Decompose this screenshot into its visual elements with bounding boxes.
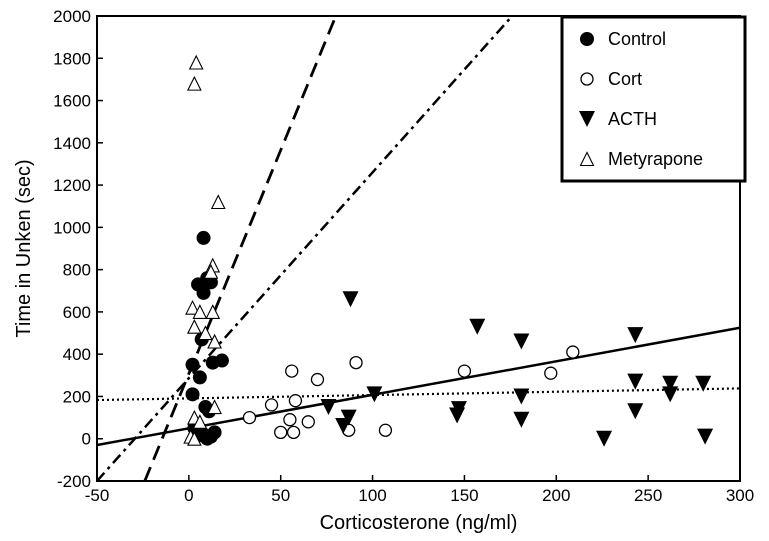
- point-acth: [513, 411, 530, 428]
- point-acth: [627, 403, 644, 420]
- y-tick-label: 1000: [53, 218, 91, 237]
- plot-frame: [96, 15, 741, 482]
- y-tick-label: 400: [63, 345, 91, 364]
- point-acth: [366, 386, 383, 403]
- point-acth: [627, 373, 644, 390]
- point-metyrapone: [203, 264, 219, 279]
- point-acth: [340, 409, 357, 426]
- legend-label-control: Control: [608, 29, 666, 49]
- y-tick-label: -200: [57, 472, 91, 491]
- point-cort: [349, 355, 363, 370]
- point-control: [203, 275, 218, 290]
- y-tick-label: 1600: [53, 92, 91, 111]
- x-tick-label: 300: [726, 486, 754, 505]
- fit-line-dotted: [97, 387, 740, 402]
- point-acth: [662, 375, 679, 392]
- point-acth: [469, 318, 486, 335]
- point-cort: [274, 425, 288, 440]
- point-cort: [301, 415, 315, 429]
- point-acth: [697, 428, 714, 445]
- y-tick-label: 600: [63, 303, 91, 322]
- point-cort: [544, 366, 558, 380]
- y-tick-label: 1800: [53, 49, 91, 68]
- legend-label-metyrapone: Metyrapone: [608, 149, 703, 169]
- legend-marker-metyrapone: [579, 151, 595, 167]
- y-tick-label: 800: [63, 261, 91, 280]
- fit-line-dash-dot: [97, 16, 514, 481]
- point-cort: [566, 345, 580, 359]
- legend-box: [560, 15, 747, 183]
- fit-line-dashed: [143, 16, 338, 481]
- legend-label-cort: Cort: [608, 69, 642, 89]
- x-axis-title: Corticosterone (ng/ml): [320, 512, 518, 534]
- point-metyrapone: [185, 299, 200, 315]
- point-metyrapone: [188, 54, 204, 70]
- y-tick-label: 0: [82, 430, 91, 449]
- legend-marker-control: [580, 32, 594, 46]
- y-tick-label: 1200: [53, 176, 91, 195]
- x-tick-label: 50: [271, 486, 290, 505]
- point-acth: [627, 327, 644, 344]
- x-tick-label: 250: [634, 486, 662, 505]
- legend: Control Cort ACTH Metyrapone: [560, 15, 747, 183]
- point-acth: [450, 401, 467, 418]
- point-control: [214, 353, 229, 368]
- point-metyrapone: [186, 75, 202, 91]
- x-tick-label: -50: [85, 486, 110, 505]
- point-cort: [288, 394, 303, 408]
- point-metyrapone: [192, 304, 208, 319]
- point-acth: [513, 388, 530, 405]
- point-metyrapone: [186, 430, 202, 446]
- point-cort: [242, 410, 257, 425]
- point-acth: [662, 386, 679, 403]
- x-tick-label: 100: [358, 486, 386, 505]
- point-metyrapone: [210, 194, 226, 210]
- data-points: [183, 54, 714, 447]
- y-tick-label: 1400: [53, 134, 91, 153]
- y-tick-label: 200: [63, 387, 91, 406]
- y-axis-title: Time in Unken (sec): [13, 159, 35, 337]
- legend-marker-cort: [580, 72, 594, 86]
- point-acth: [342, 291, 359, 308]
- point-cort: [378, 423, 393, 437]
- point-cort: [310, 372, 325, 387]
- point-metyrapone: [186, 318, 202, 334]
- legend-label-acth: ACTH: [608, 109, 657, 129]
- point-cort: [457, 364, 472, 378]
- point-acth: [320, 399, 337, 416]
- point-metyrapone: [207, 333, 222, 349]
- x-tick-label: 150: [450, 486, 478, 505]
- point-control: [192, 370, 207, 385]
- point-cort: [283, 413, 297, 427]
- axis-ticks: -50 0 50 100 150 200 250 300 -200 0 200 400 600 800 10…: [53, 7, 754, 505]
- point-control: [185, 387, 200, 402]
- point-acth: [695, 375, 712, 392]
- point-metyrapone: [198, 325, 213, 341]
- point-metyrapone: [207, 399, 222, 415]
- point-control: [207, 425, 222, 440]
- point-control: [196, 285, 211, 300]
- point-cort: [286, 425, 301, 440]
- point-cort: [264, 398, 279, 412]
- point-control: [196, 230, 211, 245]
- point-acth: [596, 430, 613, 447]
- point-control: [185, 357, 200, 372]
- y-tick-label: 2000: [53, 7, 91, 26]
- point-cort: [285, 364, 299, 378]
- point-acth: [513, 333, 530, 350]
- point-metyrapone: [205, 304, 221, 319]
- x-tick-label: 0: [184, 486, 193, 505]
- legend-marker-acth: [579, 111, 595, 127]
- x-tick-label: 200: [542, 486, 570, 505]
- point-metyrapone: [192, 414, 208, 429]
